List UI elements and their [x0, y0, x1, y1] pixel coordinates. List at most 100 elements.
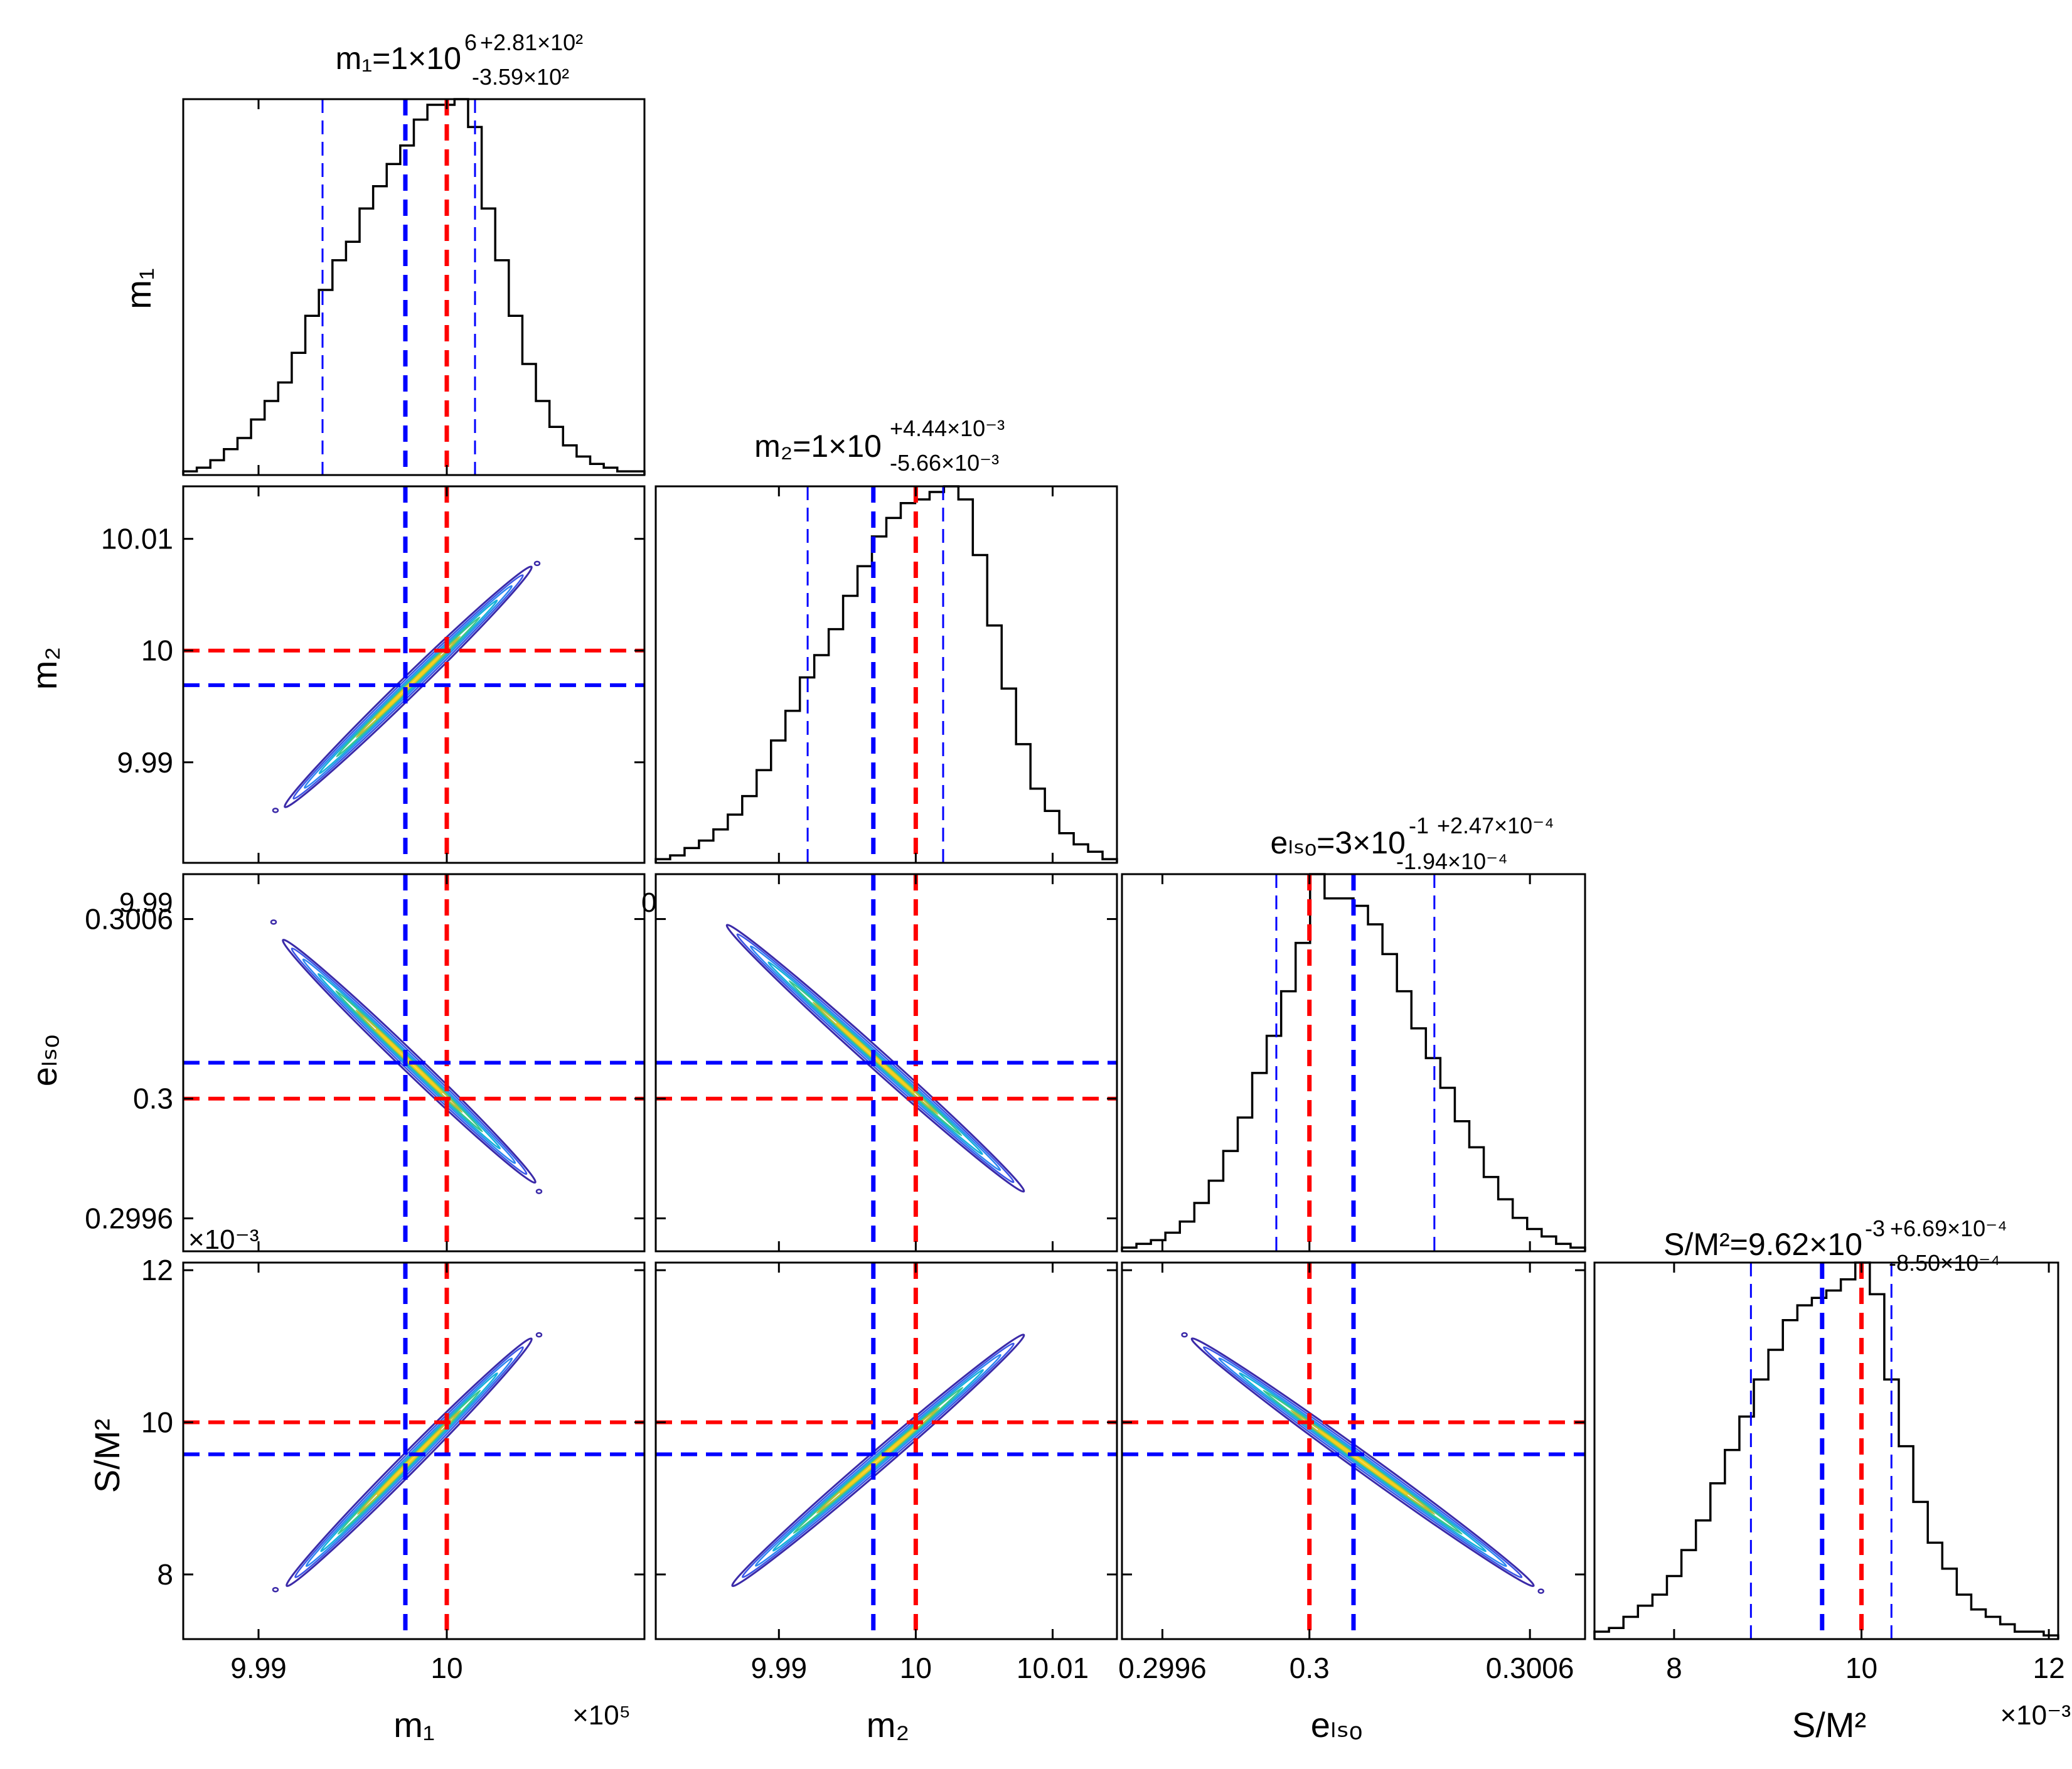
stray-tick-label-zero: 0 — [641, 887, 656, 918]
y-tick-label: 10 — [141, 634, 173, 667]
contour-level-6 — [376, 1429, 442, 1495]
panel-elso-vs-m1 — [182, 873, 646, 1253]
title-m2-minus: -5.66×10⁻³ — [890, 450, 999, 476]
contour-level-1 — [292, 574, 524, 800]
title-sm2-minus: -8.50×10⁻⁴ — [1889, 1250, 2000, 1276]
stray-tick-label: 9.99 — [119, 887, 173, 918]
panel-diag-m1 — [182, 98, 646, 476]
contour-dot — [1181, 1332, 1188, 1338]
panel-diag-sm2 — [1593, 1261, 2059, 1640]
contour-level-0 — [286, 1337, 533, 1587]
contour-level-0 — [282, 939, 537, 1184]
title-m1-plus: +2.81×10² — [480, 29, 583, 55]
x-exponent-sm2: ×10⁻³ — [2000, 1700, 2071, 1731]
title-m1-minus: -3.59×10² — [472, 64, 569, 90]
row-label-sm2: S/M² — [87, 1419, 127, 1493]
row-label-elso: eₗₛₒ — [24, 1035, 64, 1086]
contour-level-1 — [291, 948, 528, 1175]
contour-level-1 — [294, 1346, 524, 1578]
contour-dot — [270, 919, 277, 925]
contour-level-6 — [839, 1426, 917, 1494]
panel-sm2-vs-elso — [1121, 1261, 1586, 1640]
title-m2-plus: +4.44×10⁻³ — [890, 415, 1005, 441]
x-label-m1: m₁ — [393, 1705, 435, 1745]
contour-level-1 — [1203, 1346, 1523, 1578]
contour-level-2 — [1218, 1357, 1507, 1568]
x-label-sm2: S/M² — [1792, 1705, 1866, 1745]
x-exponent-m1: ×10⁵ — [572, 1700, 631, 1731]
y-tick-label: 12 — [141, 1254, 173, 1286]
x-label-m2: m₂ — [867, 1705, 909, 1745]
y-tick-label: 0.2996 — [85, 1202, 173, 1235]
histogram-m2 — [654, 485, 1118, 863]
y-tick-label: 9.99 — [117, 746, 173, 779]
x-tick-label: 8 — [1666, 1652, 1682, 1684]
title-sm2-plus: +6.69×10⁻⁴ — [1890, 1216, 2007, 1241]
contour-level-4 — [337, 1389, 481, 1535]
contour-level-3 — [772, 1369, 984, 1552]
contour-dot — [1537, 1588, 1544, 1594]
title-elso-minus: -1.94×10⁻⁴ — [1396, 848, 1508, 874]
contour-dot — [535, 1332, 543, 1338]
contour-level-2 — [304, 585, 513, 789]
contour-level-6 — [375, 655, 441, 719]
x-tick-label: 0.3 — [1290, 1652, 1330, 1684]
title-elso-exp: -1 — [1409, 813, 1429, 838]
x-tick-label: 12 — [2032, 1652, 2064, 1684]
x-tick-label: 10.01 — [1017, 1652, 1089, 1684]
contour-level-3 — [1239, 1372, 1487, 1553]
x-tick-label: 0.2996 — [1118, 1652, 1207, 1684]
title-sm2: S/M²=9.62×10 — [1663, 1227, 1862, 1262]
contour-level-3 — [318, 599, 498, 774]
row-label-m1: m₁ — [119, 268, 158, 309]
x-label-elso: eₗₛₒ — [1311, 1705, 1362, 1745]
contour-level-2 — [754, 1354, 1001, 1567]
x-tick-label: 10 — [430, 1652, 462, 1684]
title-elso: eₗₛₒ=3×10 — [1271, 825, 1406, 860]
panel-m2-vs-m1 — [182, 485, 646, 864]
panel-elso-vs-m2 — [654, 873, 1118, 1253]
panel-diag-m2 — [654, 485, 1118, 864]
contour-level-0 — [1190, 1337, 1535, 1588]
contour-level-4 — [336, 616, 481, 757]
panel-sm2-vs-m1 — [182, 1261, 646, 1640]
contour-level-4 — [793, 1386, 964, 1534]
contour-level-4 — [1263, 1389, 1463, 1535]
histogram-m1 — [182, 98, 646, 475]
y-tick-label: 10.01 — [101, 523, 173, 555]
row-label-m2: m₂ — [24, 647, 64, 690]
title-elso-plus: +2.47×10⁻⁴ — [1437, 813, 1554, 838]
y-tick-label: 8 — [157, 1558, 173, 1591]
contour-level-3 — [320, 1372, 498, 1553]
labels-layer: m₁=1×10 6 +2.81×10² -3.59×10² m₂=1×10 +4… — [24, 29, 2071, 1745]
contour-level-6 — [375, 1029, 443, 1094]
contour-level-0 — [725, 924, 1025, 1193]
contour-level-0 — [284, 565, 533, 808]
title-m1-exp: 6 — [464, 29, 477, 55]
histogram-sm2 — [1593, 1261, 2059, 1639]
title-m2: m₂=1×10 — [754, 429, 882, 464]
contour-level-2 — [305, 1357, 513, 1567]
contour-dot — [535, 1189, 543, 1194]
contour-level-5 — [1290, 1409, 1436, 1515]
panel-sm2-vs-m2 — [654, 1261, 1118, 1640]
title-m1: m₁=1×10 — [336, 41, 461, 76]
contour-dot — [533, 560, 541, 567]
x-tick-label: 10 — [1845, 1652, 1877, 1684]
contour-dot — [272, 808, 279, 813]
contour-dot — [272, 1586, 279, 1593]
contour-level-0 — [731, 1333, 1025, 1587]
contour-level-6 — [1317, 1429, 1408, 1495]
x-tick-label: 9.99 — [230, 1652, 287, 1684]
y-tick-label: 10 — [141, 1406, 173, 1439]
x-tick-label: 0.3006 — [1486, 1652, 1574, 1684]
y-tick-label: 0.3006 — [85, 903, 173, 936]
y-tick-label: 0.3 — [133, 1082, 173, 1115]
x-tick-label: 9.99 — [751, 1652, 808, 1684]
title-sm2-exp: -3 — [1865, 1216, 1885, 1241]
contour-level-1 — [742, 1342, 1015, 1578]
x-tick-label: 10 — [900, 1652, 932, 1684]
stray-exponent: ×10⁻³ — [188, 1224, 259, 1255]
